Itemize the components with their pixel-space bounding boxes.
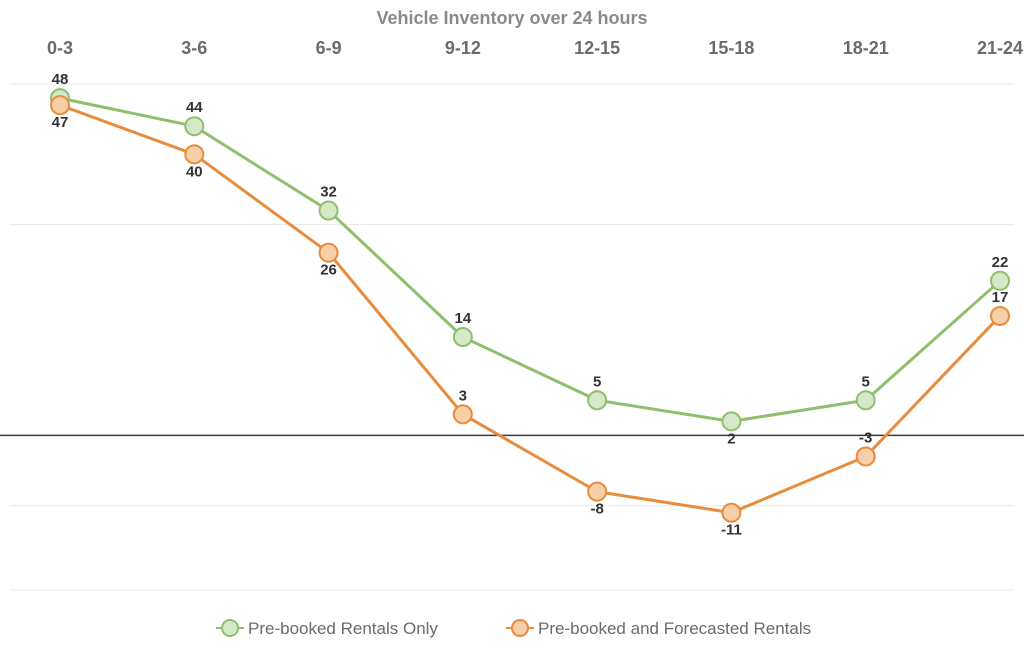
x-axis-label: 15-18 bbox=[708, 38, 754, 58]
series-marker bbox=[454, 405, 472, 423]
series-marker bbox=[722, 504, 740, 522]
data-label: 5 bbox=[862, 373, 870, 390]
series-marker bbox=[857, 447, 875, 465]
data-label: 48 bbox=[52, 71, 69, 88]
series-marker bbox=[991, 307, 1009, 325]
data-label: 14 bbox=[455, 310, 472, 327]
series-marker bbox=[454, 328, 472, 346]
series-marker bbox=[185, 145, 203, 163]
series-marker bbox=[991, 272, 1009, 290]
data-label: 2 bbox=[727, 430, 735, 447]
x-axis-label: 12-15 bbox=[574, 38, 620, 58]
x-axis-label: 18-21 bbox=[843, 38, 889, 58]
series-marker bbox=[588, 483, 606, 501]
data-label: 22 bbox=[992, 254, 1009, 271]
x-axis-label: 6-9 bbox=[316, 38, 342, 58]
data-label: 26 bbox=[320, 262, 337, 279]
data-label: -3 bbox=[859, 429, 872, 446]
data-label: 40 bbox=[186, 163, 203, 180]
data-label: 17 bbox=[992, 289, 1009, 306]
data-label: -8 bbox=[590, 501, 603, 518]
data-label: 44 bbox=[186, 99, 203, 116]
series-marker bbox=[320, 244, 338, 262]
data-label: 3 bbox=[459, 387, 467, 404]
legend-marker bbox=[512, 620, 528, 636]
x-axis-label: 21-24 bbox=[977, 38, 1023, 58]
x-axis-label: 9-12 bbox=[445, 38, 481, 58]
x-axis-label: 0-3 bbox=[47, 38, 73, 58]
chart-container: Vehicle Inventory over 24 hours 0-3 3-6 6-9… bbox=[0, 0, 1024, 653]
data-label: -11 bbox=[721, 522, 742, 539]
legend-label: Pre-booked Rentals Only bbox=[248, 619, 438, 638]
legend-marker bbox=[222, 620, 238, 636]
line-chart: Vehicle Inventory over 24 hours 0-3 3-6 6-9… bbox=[0, 0, 1024, 653]
chart-title: Vehicle Inventory over 24 hours bbox=[376, 8, 647, 28]
series-marker bbox=[51, 96, 69, 114]
series-marker bbox=[320, 202, 338, 220]
legend-label: Pre-booked and Forecasted Rentals bbox=[538, 619, 811, 638]
series-marker bbox=[185, 117, 203, 135]
data-label: 47 bbox=[52, 114, 69, 131]
data-label: 5 bbox=[593, 373, 601, 390]
series-marker bbox=[588, 391, 606, 409]
chart-bg bbox=[0, 0, 1024, 653]
data-label: 32 bbox=[320, 184, 337, 201]
series-marker bbox=[722, 412, 740, 430]
x-axis-label: 3-6 bbox=[181, 38, 207, 58]
series-marker bbox=[857, 391, 875, 409]
